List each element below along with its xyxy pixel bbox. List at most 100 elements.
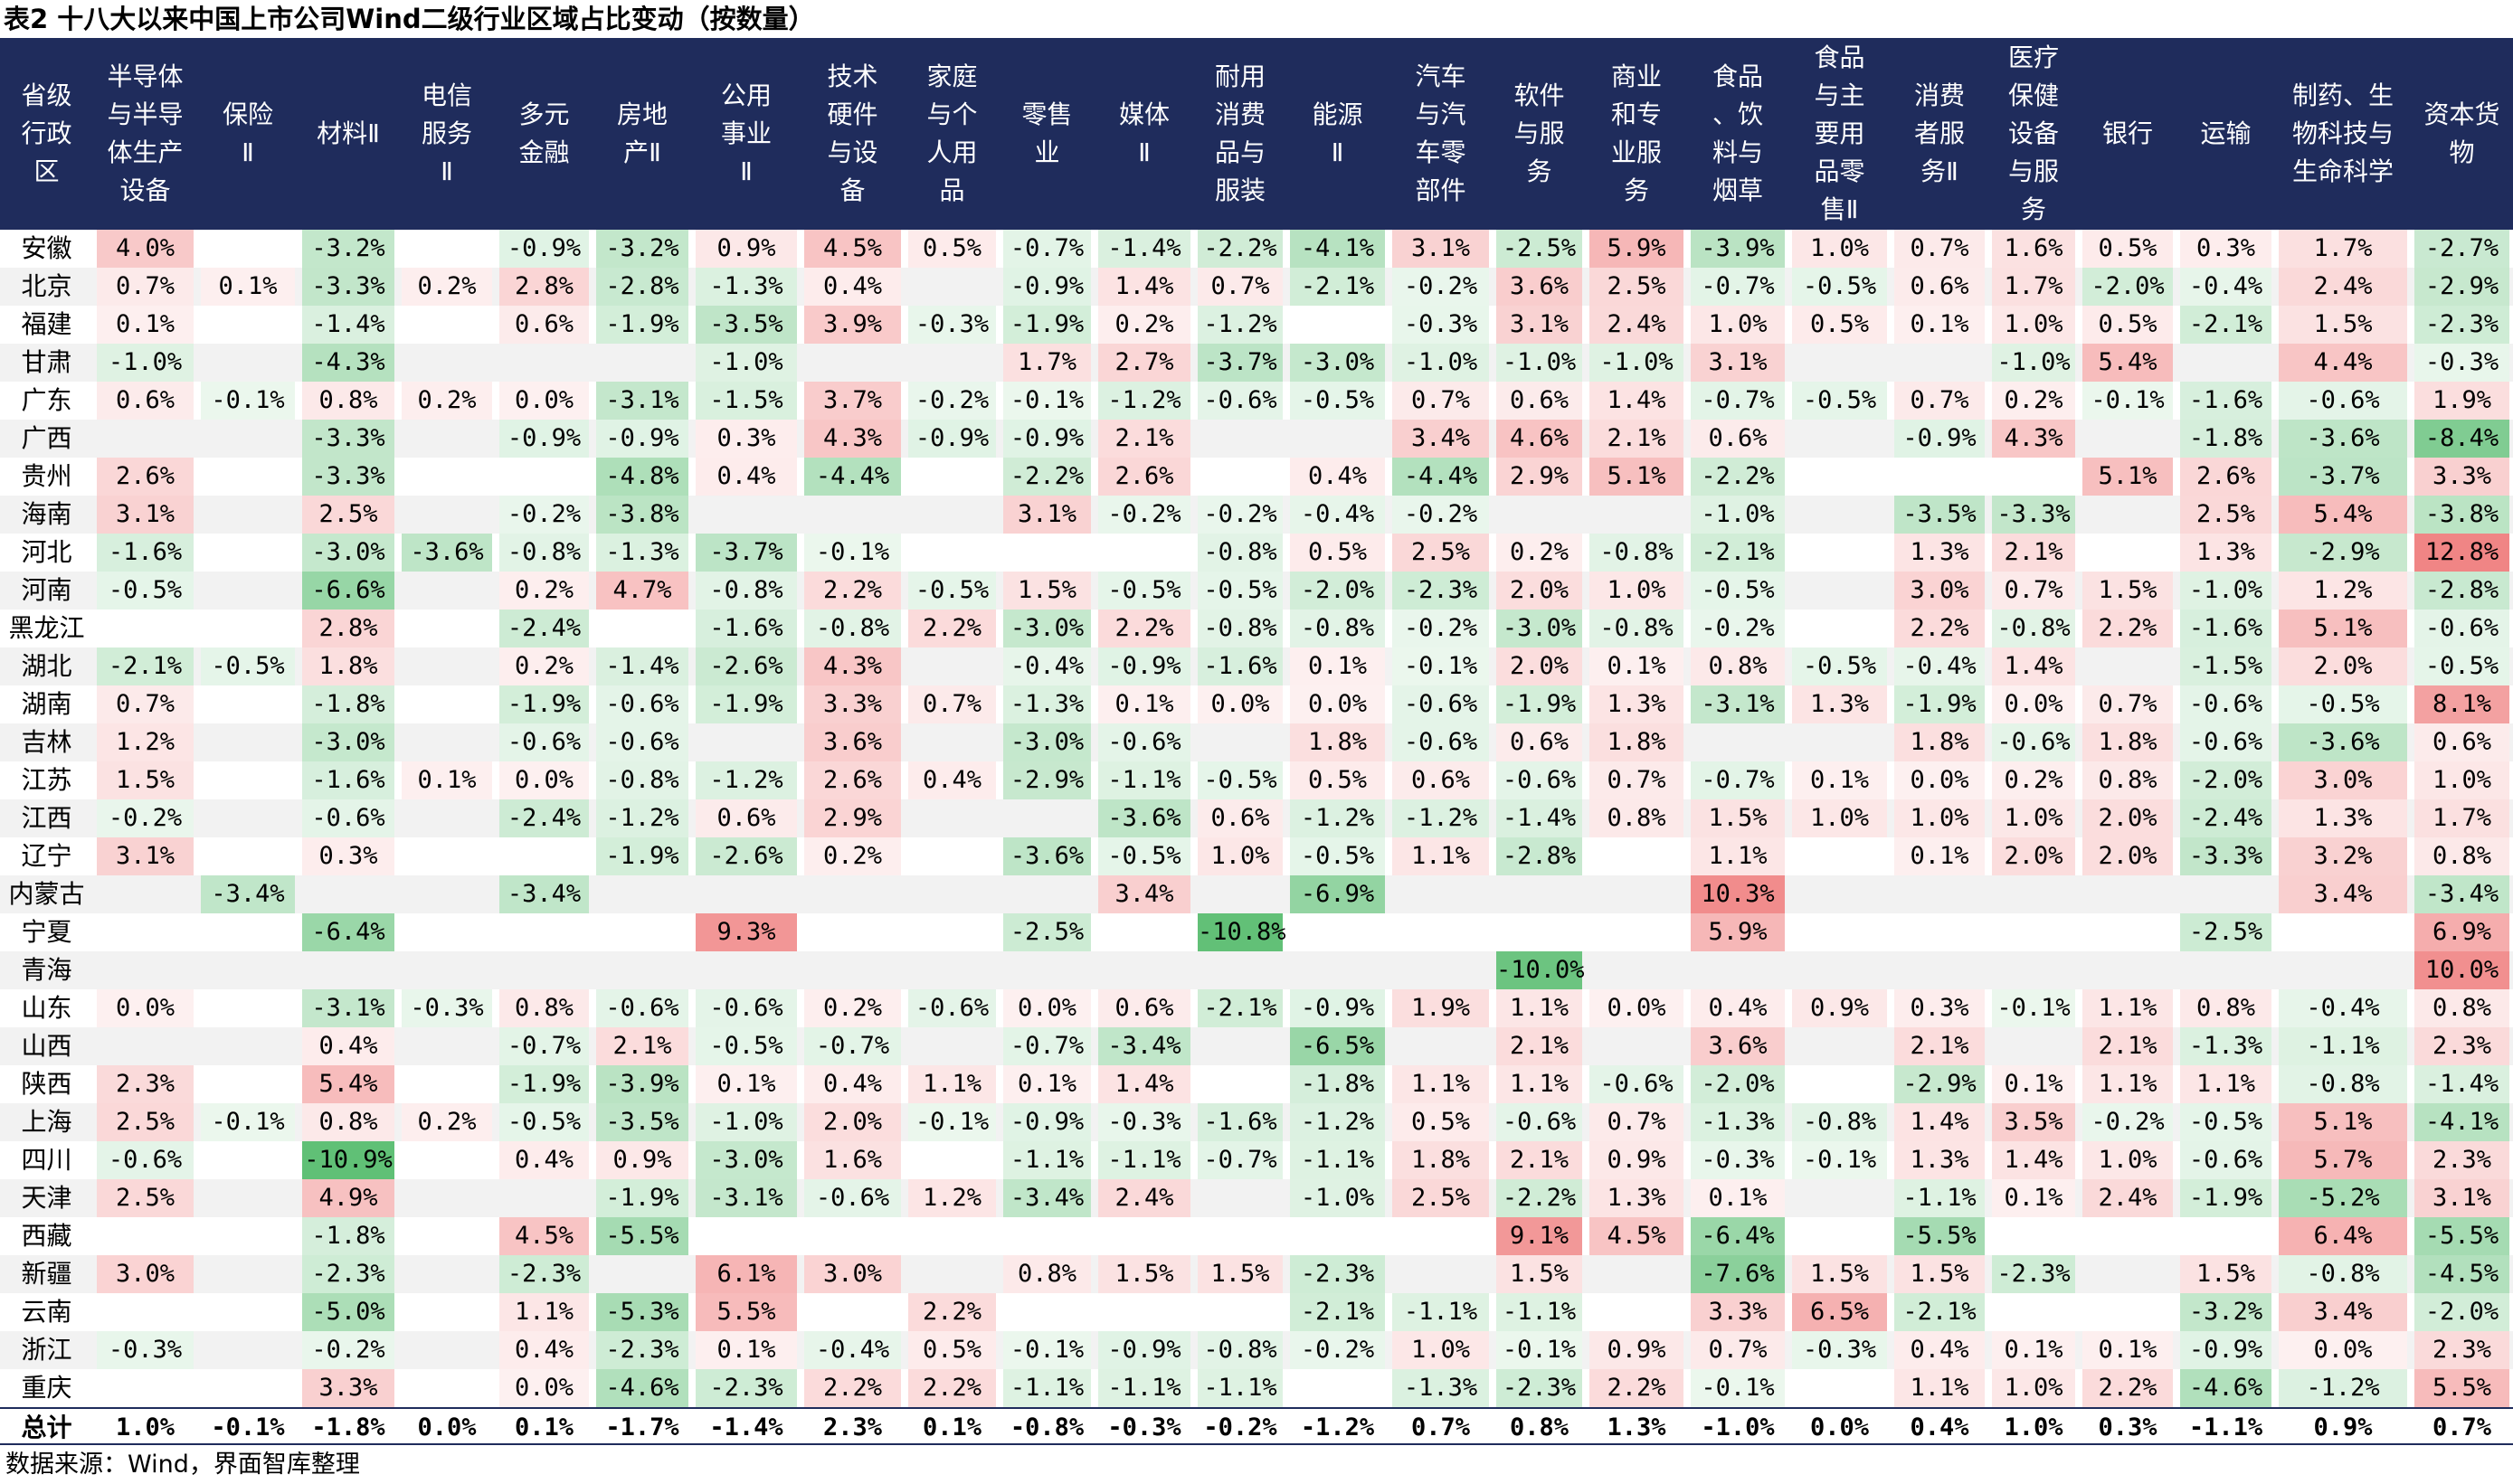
- header-line: 品零: [1814, 156, 1865, 186]
- value-cell: 12.8%: [2414, 534, 2509, 572]
- value-cell: 0.8%: [1691, 647, 1785, 685]
- value-cell: -5.5%: [596, 1217, 688, 1255]
- value-cell: -0.6%: [908, 989, 996, 1027]
- value-cell: 0.7%: [908, 685, 996, 723]
- table-row: 新疆 3.0% -2.3% -2.3% 6.1% 3.0% 0.8% 1.5% 1.5% -2.3…: [0, 1255, 2513, 1293]
- value-cell: -0.5%: [1290, 382, 1385, 420]
- value-cell: 0.4%: [1910, 1413, 1969, 1441]
- value-cell: 2.9%: [1496, 458, 1582, 496]
- value-cell: 0.8%: [1589, 799, 1683, 837]
- value-cell: 0.7%: [1198, 268, 1283, 306]
- value-cell: 1.3%: [1589, 1179, 1683, 1217]
- value-cell: [201, 951, 295, 989]
- value-cell: -2.1%: [97, 647, 194, 685]
- value-cell: 1.1%: [2082, 989, 2173, 1027]
- header-line: 行政: [21, 118, 72, 148]
- value-cell: -2.4%: [2180, 799, 2271, 837]
- value-cell: -10.9%: [302, 1141, 394, 1179]
- value-cell: [201, 1293, 295, 1331]
- value-cell: -5.3%: [596, 1293, 688, 1331]
- value-cell: -7.6%: [1691, 1255, 1785, 1293]
- header-line: 体生产: [107, 137, 184, 167]
- value-cell: -4.1%: [2414, 1103, 2509, 1141]
- value-cell: 1.0%: [1792, 799, 1887, 837]
- value-cell: 2.1%: [1992, 534, 2075, 572]
- value-cell: 0.4%: [804, 268, 901, 306]
- value-cell: [1992, 1293, 2075, 1331]
- province-name: 北京: [21, 271, 72, 301]
- table-row: 陕西 2.3% 5.4% -1.9% -3.9% 0.1% 0.4% 1.1% 0.1% 1.4%…: [0, 1065, 2513, 1103]
- value-cell: [499, 951, 589, 989]
- value-cell: [1589, 1027, 1683, 1065]
- value-cell: [1003, 534, 1091, 572]
- value-cell: -10.8%: [1198, 913, 1286, 951]
- value-cell: 0.0%: [1809, 1413, 1870, 1441]
- header-line: 人用: [926, 137, 978, 167]
- value-cell: 2.1%: [596, 1027, 688, 1065]
- value-cell: 2.0%: [2082, 799, 2173, 837]
- value-cell: [201, 534, 295, 572]
- value-cell: -0.7%: [1691, 761, 1785, 799]
- value-cell: -0.2%: [908, 382, 996, 420]
- value-cell: [908, 1027, 996, 1065]
- header-2: 保险 Ⅱ: [197, 38, 299, 230]
- header-line: 服务: [421, 118, 472, 148]
- value-cell: 0.8%: [2414, 989, 2509, 1027]
- value-cell: -4.6%: [2180, 1369, 2271, 1407]
- value-cell: 0.7%: [2082, 685, 2173, 723]
- value-cell: [804, 344, 901, 382]
- value-cell: -1.4%: [1098, 230, 1190, 268]
- value-cell: 4.5%: [804, 230, 901, 268]
- value-cell: -1.1%: [1198, 1369, 1283, 1407]
- header-17: 食品 、饮 料与 烟草: [1687, 38, 1788, 230]
- value-cell: 5.4%: [302, 1065, 394, 1103]
- value-cell: -0.9%: [1098, 647, 1190, 685]
- value-cell: 1.1%: [1496, 989, 1582, 1027]
- value-cell: [696, 951, 797, 989]
- value-cell: -0.8%: [804, 610, 901, 647]
- value-cell: 0.9%: [1792, 989, 1887, 1027]
- value-cell: -6.4%: [302, 913, 394, 951]
- value-cell: 0.8%: [1509, 1413, 1569, 1441]
- value-cell: [1792, 496, 1887, 534]
- header-line: 媒体: [1118, 99, 1170, 129]
- value-cell: [908, 1217, 996, 1255]
- table-row: 重庆 3.3% 0.0% -4.6% -2.3% 2.2% 2.2% -1.1% -1.1% -1…: [0, 1369, 2513, 1407]
- value-cell: [402, 1027, 492, 1065]
- value-cell: [1198, 875, 1283, 913]
- value-cell: [1589, 1255, 1683, 1293]
- value-cell: -1.6%: [2180, 382, 2271, 420]
- value-cell: -3.1%: [596, 382, 688, 420]
- value-cell: -0.8%: [2279, 1065, 2407, 1103]
- value-cell: -1.1%: [1098, 1141, 1190, 1179]
- value-cell: 0.0%: [1894, 761, 1985, 799]
- value-cell: [596, 610, 688, 647]
- value-cell: -0.6%: [804, 1179, 901, 1217]
- value-cell: -3.0%: [1003, 723, 1091, 761]
- value-cell: [201, 1255, 295, 1293]
- value-cell: -1.3%: [1003, 685, 1091, 723]
- value-cell: -0.6%: [596, 685, 688, 723]
- province-name: 内蒙古: [8, 879, 85, 909]
- table-row: 江西 -0.2% -0.6% -2.4% -1.2% 0.6% 2.9% -3.6% 0.6% -…: [0, 799, 2513, 837]
- value-cell: 0.9%: [1589, 1141, 1683, 1179]
- value-cell: -1.8%: [311, 1413, 385, 1441]
- value-cell: -2.5%: [1003, 913, 1091, 951]
- value-cell: -0.3%: [97, 1331, 194, 1369]
- value-cell: [1894, 458, 1985, 496]
- value-cell: 10.3%: [1691, 875, 1785, 913]
- province-name: 河北: [21, 537, 72, 567]
- header-line: 零售: [1021, 99, 1073, 129]
- value-cell: -0.5%: [1198, 572, 1283, 610]
- value-cell: [201, 799, 295, 837]
- table-row: 浙江 -0.3% -0.2% 0.4% -2.3% 0.1% -0.4% 0.5% -0.1% -…: [0, 1331, 2513, 1369]
- value-cell: [499, 458, 589, 496]
- header-18: 食品 与主 要用 品零 售Ⅱ: [1788, 38, 1891, 230]
- value-cell: -5.5%: [2414, 1217, 2509, 1255]
- value-cell: -2.6%: [696, 647, 797, 685]
- value-cell: 2.6%: [2180, 458, 2271, 496]
- value-cell: -0.6%: [1198, 382, 1283, 420]
- value-cell: 0.5%: [2082, 306, 2173, 344]
- value-cell: -0.6%: [302, 799, 394, 837]
- value-cell: 1.8%: [2082, 723, 2173, 761]
